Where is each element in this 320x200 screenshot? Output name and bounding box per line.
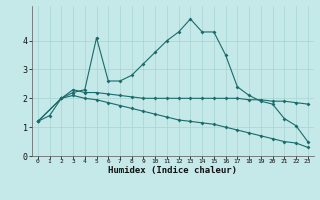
- X-axis label: Humidex (Indice chaleur): Humidex (Indice chaleur): [108, 166, 237, 175]
